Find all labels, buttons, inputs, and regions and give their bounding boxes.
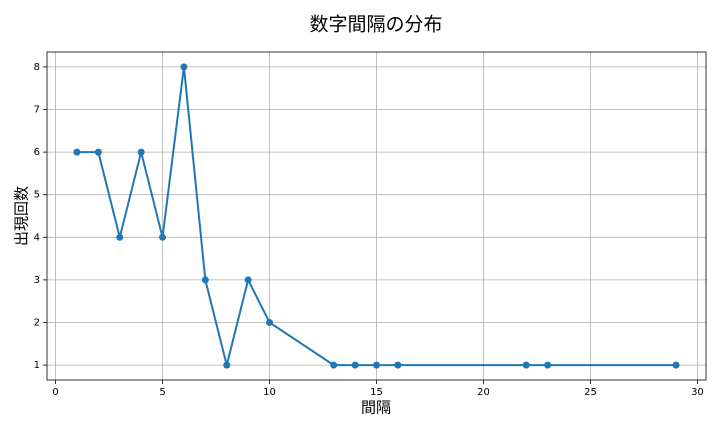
data-point [159,233,167,241]
data-point [351,361,359,369]
data-point [116,233,124,241]
x-tick-label: 25 [584,387,597,398]
x-tick-label: 5 [159,387,165,398]
data-point [672,361,680,369]
y-tick-label: 5 [34,190,40,201]
data-point [94,148,102,156]
data-point [201,276,209,284]
x-tick-label: 30 [691,387,704,398]
y-tick-label: 3 [34,275,40,286]
data-point [180,63,188,71]
y-tick-label: 6 [34,147,40,158]
plot-frame [46,51,707,381]
data-point [544,361,552,369]
x-tick-label: 0 [52,387,58,398]
chart-title: 数字間隔の分布 [309,14,442,36]
y-tick-label: 8 [34,62,40,73]
x-axis-label: 間隔 [361,399,391,417]
data-point [266,318,274,326]
y-tick-label: 4 [34,232,40,243]
y-tick-label: 7 [34,105,40,116]
data-point [244,276,252,284]
y-tick-label: 2 [34,317,40,328]
data-point [73,148,81,156]
data-point [330,361,338,369]
x-tick-label: 10 [263,387,276,398]
x-tick-label: 15 [370,387,383,398]
data-point [522,361,530,369]
data-point [223,361,231,369]
data-point [394,361,402,369]
y-tick-label: 1 [34,360,40,371]
y-axis-label: 出現回数 [13,186,31,246]
data-point [373,361,380,369]
x-tick-label: 20 [477,387,490,398]
data-point [137,148,145,156]
